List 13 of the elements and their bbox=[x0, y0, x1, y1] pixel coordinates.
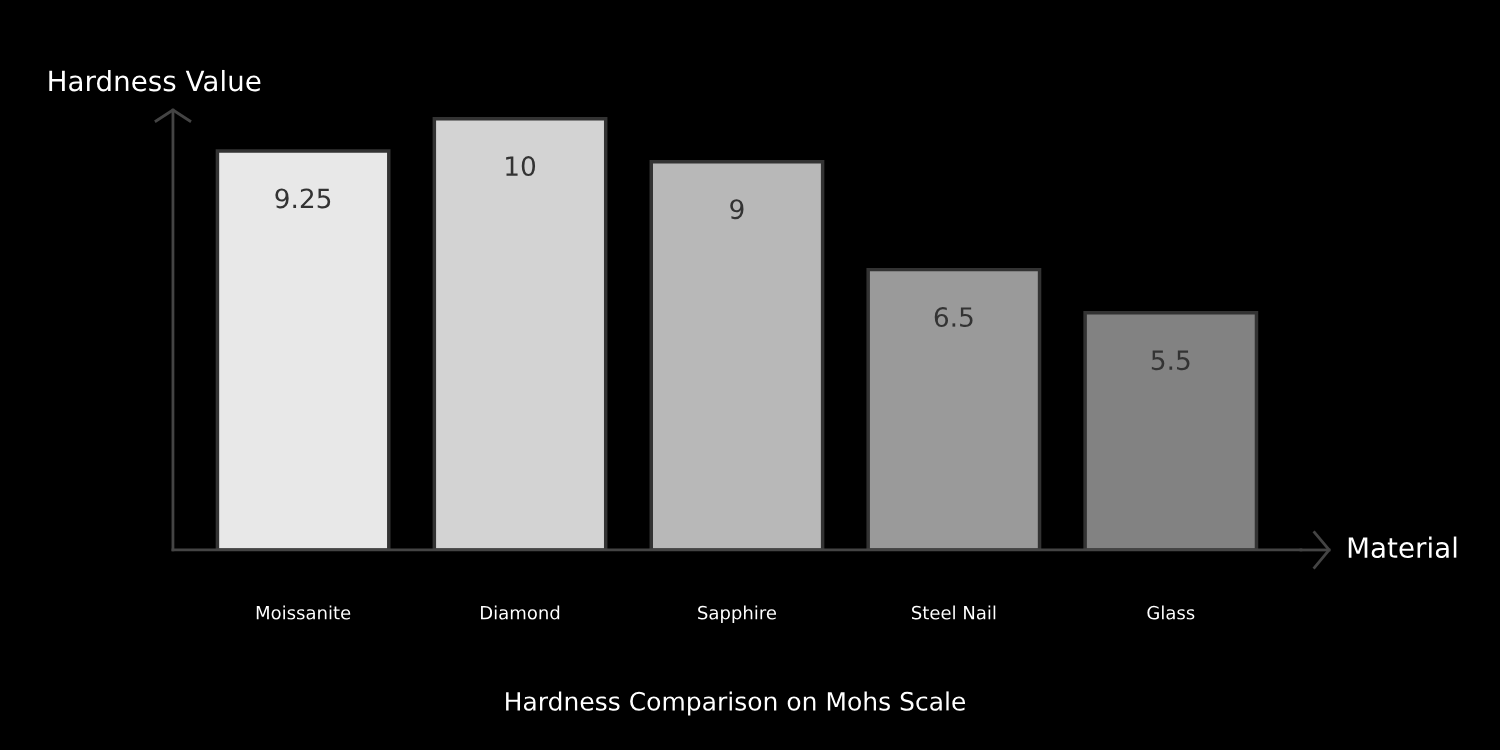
x-tick-label: Moissanite bbox=[256, 605, 351, 620]
y-axis-title: Hardness Value bbox=[49, 69, 261, 92]
x-axis-title: Material bbox=[1348, 536, 1457, 559]
data-label: 9 bbox=[730, 199, 744, 220]
x-tick-label: Diamond bbox=[481, 605, 560, 620]
x-tick-label: Sapphire bbox=[698, 605, 776, 623]
data-label: 10 bbox=[506, 156, 536, 177]
data-label: 9.25 bbox=[275, 188, 331, 209]
x-tick-label: Steel Nail bbox=[912, 605, 996, 620]
text: Hardness Comparison on Mohs Scale bbox=[506, 691, 966, 716]
data-label: 5.5 bbox=[1151, 350, 1190, 371]
x-tick-label: Glass bbox=[1147, 605, 1195, 620]
data-label: 6.5 bbox=[934, 307, 973, 327]
